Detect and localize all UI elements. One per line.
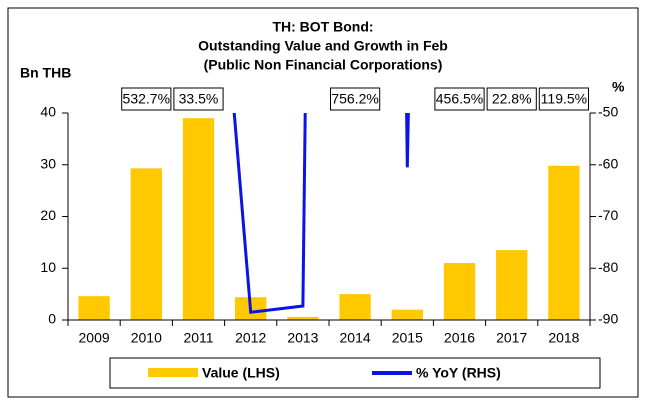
- x-tick-label: 2018: [548, 330, 579, 346]
- value-label: 33.5%: [179, 91, 219, 107]
- bar: [287, 316, 319, 320]
- x-tick-label: 2010: [131, 330, 162, 346]
- bar: [339, 294, 371, 320]
- x-tick-label: 2013: [287, 330, 318, 346]
- y-tick-label: 20: [40, 207, 56, 223]
- value-label-box: [121, 87, 172, 111]
- value-label: 119.5%: [541, 91, 587, 107]
- x-tick-label: 2016: [444, 330, 475, 346]
- y2-axis-label: %: [612, 79, 625, 95]
- bar: [443, 263, 476, 320]
- x-tick-label: 2009: [79, 330, 110, 346]
- x-tick-label: 2011: [183, 330, 213, 346]
- bar: [130, 168, 162, 320]
- legend-label: Value (LHS): [202, 365, 280, 381]
- legend-swatch: [148, 368, 198, 377]
- value-label: 456.5%: [436, 91, 483, 107]
- x-tick-label: 2015: [392, 330, 423, 346]
- y2-tick-label: -50: [598, 104, 618, 120]
- value-label-box: [173, 87, 224, 111]
- y-tick-label: 10: [40, 259, 56, 275]
- bar: [548, 165, 580, 320]
- legend-label: % YoY (RHS): [416, 365, 501, 381]
- value-label-box: [486, 87, 537, 111]
- x-tick-label: 2017: [496, 330, 527, 346]
- bar: [78, 296, 110, 320]
- chart-title: Outstanding Value and Growth in Feb: [198, 38, 448, 54]
- chart-title: TH: BOT Bond:: [272, 19, 373, 35]
- y2-tick-label: -70: [598, 207, 618, 223]
- value-label-box: [538, 87, 589, 111]
- y2-tick-label: -80: [598, 259, 618, 275]
- y-axis-label: Bn THB: [20, 65, 71, 81]
- bar: [182, 118, 215, 320]
- chart-frame: [7, 7, 639, 398]
- y-tick-label: 30: [40, 155, 56, 171]
- chart-title: (Public Non Financial Corporations): [204, 57, 443, 73]
- x-tick-label: 2012: [235, 330, 266, 346]
- value-label: 756.2%: [331, 91, 378, 107]
- bar: [496, 250, 528, 320]
- bar: [391, 309, 423, 320]
- x-tick-label: 2014: [340, 330, 371, 346]
- y2-tick-label: -60: [598, 155, 618, 171]
- value-label-box: [330, 87, 381, 111]
- y-tick-label: 40: [40, 104, 56, 120]
- value-label: 22.8%: [492, 91, 532, 107]
- value-label: 532.7%: [123, 91, 170, 107]
- y-tick-label: 0: [48, 311, 56, 327]
- y2-tick-label: -90: [598, 311, 618, 327]
- value-label-box: [434, 87, 485, 111]
